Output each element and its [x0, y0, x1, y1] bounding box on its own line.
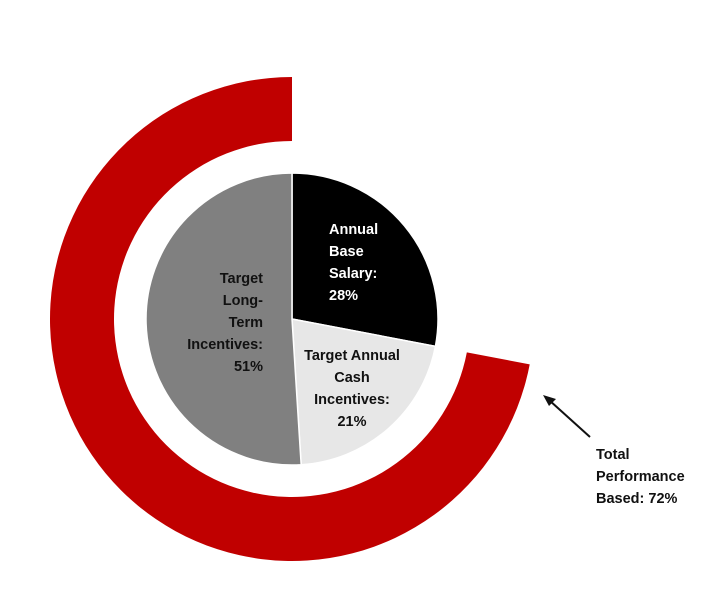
label-total-performance: Total Performance Based: 72% — [596, 444, 685, 510]
label-line: Target Annual — [304, 348, 400, 364]
label-line: Salary: — [329, 266, 378, 282]
label-value: 21% — [337, 414, 367, 430]
pie-slice — [291, 318, 437, 466]
label-line: Total — [596, 447, 630, 463]
pie-chart — [145, 172, 439, 466]
label-line: Annual — [329, 222, 379, 238]
label-line: Long- — [222, 293, 263, 309]
label-line: Performance — [596, 469, 685, 485]
label-value: Based: 72% — [596, 491, 678, 507]
label-line: Base — [329, 244, 364, 260]
pie-slice — [291, 172, 439, 348]
label-annual-base-salary: Annual Base Salary: 28% — [329, 219, 378, 307]
label-target-long-term: Target Long- Term Incentives: 51% — [160, 268, 263, 378]
label-target-annual-cash: Target Annual Cash Incentives: 21% — [296, 345, 408, 433]
label-line: Term — [228, 315, 263, 331]
label-value: 51% — [233, 359, 263, 375]
label-line: Incentives: — [187, 337, 263, 353]
label-line: Target — [219, 271, 263, 287]
label-value: 28% — [329, 288, 359, 304]
pie-slice — [145, 172, 302, 466]
label-line: Cash — [334, 370, 370, 386]
arrow-icon — [543, 395, 591, 438]
label-line: Incentives: — [314, 392, 390, 408]
